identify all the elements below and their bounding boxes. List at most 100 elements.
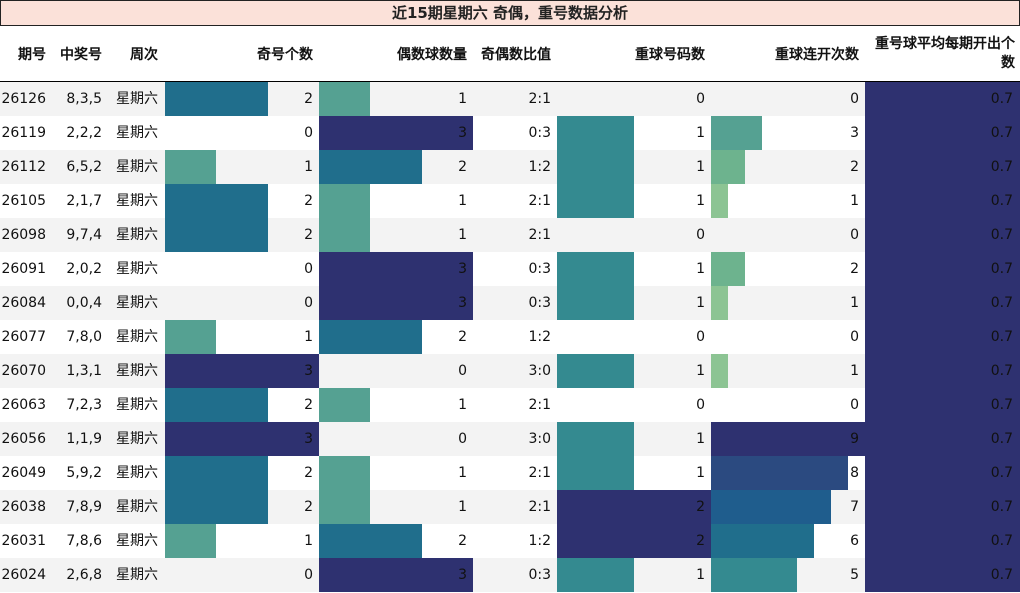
cell-repeat-streak: 1: [850, 295, 859, 311]
cell-weekday: 星期六: [116, 465, 158, 481]
header-repeat-streak[interactable]: 重球连开次数: [775, 47, 859, 63]
header-repeat-count[interactable]: 重球号码数: [635, 47, 705, 63]
table-title: 近15期星期六 奇偶，重号数据分析: [0, 0, 1020, 26]
table-header: 期号 中奖号 周次 奇号个数 偶数球数量 奇偶数比值 重球号码数 重球连开次数 …: [0, 26, 1020, 82]
cell-issue: 26098: [1, 227, 46, 243]
cell-repeat-streak: 0: [850, 227, 859, 243]
cell-issue: 26084: [1, 295, 46, 311]
cell-issue: 26112: [1, 159, 46, 175]
cell-issue: 26063: [1, 397, 46, 413]
header-numbers[interactable]: 中奖号: [60, 47, 102, 63]
repeat-streak-bar: [711, 286, 728, 320]
cell-repeat-streak: 6: [850, 533, 859, 549]
even-count-bar: [319, 252, 473, 286]
repeat-count-bar: [557, 422, 634, 456]
table-row[interactable]: 26038 7,8,9 星期六 2 1 2 7 2:1 0.7: [0, 490, 1020, 524]
header-odd-count[interactable]: 奇号个数: [257, 47, 313, 63]
table-row[interactable]: 26070 1,3,1 星期六 3 0 1 1 3:0 0.7: [0, 354, 1020, 388]
table-row[interactable]: 26077 7,8,0 星期六 1 2 0 0 1:2 0.7: [0, 320, 1020, 354]
cell-issue: 26070: [1, 363, 46, 379]
cell-repeat-count: 0: [696, 227, 705, 243]
odd-count-bar: [165, 82, 268, 116]
cell-repeat-streak: 0: [850, 397, 859, 413]
even-count-bar: [319, 388, 370, 422]
repeat-avg-bar: [865, 558, 1020, 592]
header-repeat-avg[interactable]: 重号球平均每期开出个数: [875, 36, 1015, 71]
header-weekday[interactable]: 周次: [130, 47, 158, 63]
table-row[interactable]: 26031 7,8,6 星期六 1 2 2 6 1:2 0.7: [0, 524, 1020, 558]
cell-issue: 26049: [1, 465, 46, 481]
cell-ratio: 3:0: [528, 431, 551, 447]
repeat-avg-bar: [865, 524, 1020, 558]
table-row[interactable]: 26056 1,1,9 星期六 3 0 1 9 3:0 0.7: [0, 422, 1020, 456]
cell-repeat-count: 2: [696, 533, 705, 549]
cell-repeat-avg: 0.7: [990, 329, 1013, 345]
cell-repeat-streak: 1: [850, 363, 859, 379]
cell-numbers: 1,3,1: [66, 363, 102, 379]
odd-count-bar: [165, 490, 268, 524]
cell-odd-count: 2: [304, 499, 313, 515]
cell-repeat-count: 1: [696, 363, 705, 379]
header-ratio[interactable]: 奇偶数比值: [481, 47, 551, 63]
cell-numbers: 2,2,2: [66, 125, 102, 141]
cell-even-count: 1: [458, 193, 467, 209]
table-row[interactable]: 26063 7,2,3 星期六 2 1 0 0 2:1 0.7: [0, 388, 1020, 422]
cell-repeat-avg: 0.7: [990, 397, 1013, 413]
cell-repeat-streak: 5: [850, 567, 859, 583]
even-count-bar: [319, 524, 422, 558]
cell-ratio: 2:1: [528, 499, 551, 515]
even-count-bar: [319, 320, 422, 354]
table-row[interactable]: 26024 2,6,8 星期六 0 3 1 5 0:3 0.7: [0, 558, 1020, 592]
cell-numbers: 8,3,5: [66, 91, 102, 107]
header-even-count[interactable]: 偶数球数量: [397, 47, 467, 63]
odd-count-bar: [165, 150, 216, 184]
table-row[interactable]: 26105 2,1,7 星期六 2 1 1 1 2:1 0.7: [0, 184, 1020, 218]
cell-ratio: 2:1: [528, 227, 551, 243]
cell-repeat-streak: 0: [850, 329, 859, 345]
cell-even-count: 2: [458, 533, 467, 549]
cell-odd-count: 1: [304, 533, 313, 549]
table-row[interactable]: 26112 6,5,2 星期六 1 2 1 2 1:2 0.7: [0, 150, 1020, 184]
cell-ratio: 2:1: [528, 465, 551, 481]
repeat-streak-bar: [711, 558, 797, 592]
header-divider: [0, 81, 1020, 82]
odd-count-bar: [165, 184, 268, 218]
cell-even-count: 1: [458, 499, 467, 515]
odd-count-bar: [165, 524, 216, 558]
cell-repeat-count: 2: [696, 499, 705, 515]
cell-even-count: 3: [458, 261, 467, 277]
table-row[interactable]: 26091 2,0,2 星期六 0 3 1 2 0:3 0.7: [0, 252, 1020, 286]
cell-issue: 26038: [1, 499, 46, 515]
even-count-bar: [319, 490, 370, 524]
cell-even-count: 1: [458, 227, 467, 243]
even-count-bar: [319, 116, 473, 150]
cell-repeat-avg: 0.7: [990, 91, 1013, 107]
repeat-avg-bar: [865, 116, 1020, 150]
repeat-streak-bar: [711, 184, 728, 218]
cell-weekday: 星期六: [116, 533, 158, 549]
cell-ratio: 2:1: [528, 91, 551, 107]
repeat-streak-bar: [711, 116, 762, 150]
cell-ratio: 1:2: [528, 329, 551, 345]
repeat-count-bar: [557, 354, 634, 388]
even-count-bar: [319, 558, 473, 592]
repeat-avg-bar: [865, 184, 1020, 218]
cell-repeat-streak: 7: [850, 499, 859, 515]
cell-repeat-count: 0: [696, 329, 705, 345]
header-issue[interactable]: 期号: [18, 47, 46, 63]
table-row[interactable]: 26098 9,7,4 星期六 2 1 0 0 2:1 0.7: [0, 218, 1020, 252]
table-row[interactable]: 26126 8,3,5 星期六 2 1 0 0 2:1 0.7: [0, 82, 1020, 116]
repeat-streak-bar: [711, 422, 865, 456]
cell-repeat-streak: 2: [850, 159, 859, 175]
cell-weekday: 星期六: [116, 363, 158, 379]
repeat-streak-bar: [711, 490, 831, 524]
table-row[interactable]: 26084 0,0,4 星期六 0 3 1 1 0:3 0.7: [0, 286, 1020, 320]
repeat-count-bar: [557, 524, 711, 558]
cell-even-count: 2: [458, 159, 467, 175]
table-row[interactable]: 26119 2,2,2 星期六 0 3 1 3 0:3 0.7: [0, 116, 1020, 150]
cell-odd-count: 1: [304, 329, 313, 345]
repeat-count-bar: [557, 150, 634, 184]
cell-even-count: 0: [458, 431, 467, 447]
table-row[interactable]: 26049 5,9,2 星期六 2 1 1 8 2:1 0.7: [0, 456, 1020, 490]
cell-even-count: 1: [458, 397, 467, 413]
